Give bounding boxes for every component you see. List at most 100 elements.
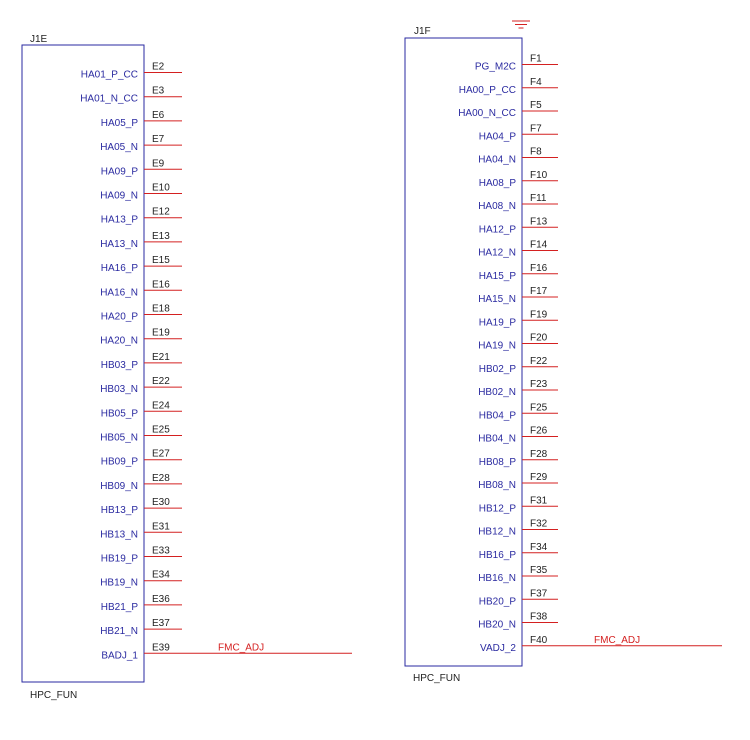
j1f-pin-name-f32: HB12_N [478,527,516,538]
connector-j1e: J1E E2 HA01_P_CC E3 HA01_N_CC E6 HA05_P E7 HA05… [21,34,352,701]
j1f-pin-name-f31: HB12_P [479,503,517,514]
j1f-pin-number-f25: F25 [530,402,548,413]
j1e-pin-number-e15: E15 [152,255,170,266]
j1e-pin-name-e28: HB09_N [100,481,138,492]
j1e-pin-number-e30: E30 [152,497,170,508]
j1e-pin-number-e13: E13 [152,231,170,242]
j1f-pins: F1 PG_M2C F4 HA00_P_CC F5 HA00_N_CC F7 HA04_P F8… [458,54,722,654]
j1e-pin-name-e34: HB19_N [100,578,138,589]
j1e-pin-name-e21: HB03_P [101,360,139,371]
j1e-pin-name-e39: BADJ_1 [101,650,138,661]
j1f-pin-name-f22: HB02_P [479,364,517,375]
j1f-pin-number-f5: F5 [530,100,542,111]
j1e-pin-name-e31: HB13_N [100,529,138,540]
j1f-pin-name-f10: HA08_P [479,178,517,189]
j1e-pin-name-e25: HB05_N [100,433,138,444]
j1f-pin-number-f16: F16 [530,263,548,274]
j1f-pin-name-f17: HA15_N [478,294,516,305]
j1e-pin-number-e36: E36 [152,594,170,605]
j1f-pin-number-f13: F13 [530,216,548,227]
j1f-pin-name-f34: HB16_P [479,550,517,561]
j1e-net-label: FMC_ADJ [218,642,264,653]
j1e-pin-number-e28: E28 [152,473,170,484]
j1f-pin-number-f19: F19 [530,309,548,320]
j1e-pin-name-e30: HB13_P [101,505,139,516]
j1e-pin-number-e39: E39 [152,642,170,653]
j1f-pin-number-f38: F38 [530,612,548,623]
j1e-pin-name-e16: HA16_N [100,287,138,298]
j1e-pin-number-e16: E16 [152,279,170,290]
j1f-pin-number-f14: F14 [530,240,548,251]
j1f-pin-name-f13: HA12_P [479,224,517,235]
j1f-pin-number-f37: F37 [530,588,548,599]
j1e-pin-number-e21: E21 [152,352,170,363]
j1f-pin-name-f11: HA08_N [478,201,516,212]
j1f-pin-name-f23: HB02_N [478,387,516,398]
j1f-body [404,37,523,667]
j1e-pin-name-e18: HA20_P [101,312,139,323]
j1f-pin-name-f29: HB08_N [478,480,516,491]
ground-symbol-icon [512,20,530,29]
j1e-pin-number-e27: E27 [152,449,170,460]
j1f-pin-number-f40: F40 [530,635,548,646]
j1e-pin-name-e12: HA13_P [101,215,139,226]
j1e-pin-number-e7: E7 [152,134,165,145]
j1e-pin-name-e3: HA01_N_CC [80,94,138,105]
connector-j1f: J1F F1 PG_M2C F4 HA00_P_CC F5 HA00_N_CC F7 HA04… [404,20,722,684]
j1f-pin-number-f10: F10 [530,170,548,181]
j1e-pin-number-e25: E25 [152,425,170,436]
j1f-pin-number-f26: F26 [530,426,548,437]
j1f-pin-name-f35: HB16_N [478,573,516,584]
j1f-pin-number-f17: F17 [530,286,548,297]
j1e-footer-label: HPC_FUN [30,690,77,701]
j1f-pin-name-f14: HA12_N [478,248,516,259]
j1e-pin-name-e15: HA16_P [101,263,139,274]
j1e-pin-name-e19: HA20_N [100,336,138,347]
j1e-pin-number-e9: E9 [152,158,165,169]
j1e-pin-number-e34: E34 [152,570,170,581]
j1f-pin-name-f19: HA19_P [479,317,517,328]
j1f-pin-number-f1: F1 [530,54,542,65]
j1f-pin-name-f28: HB08_P [479,457,517,468]
j1e-pin-number-e19: E19 [152,328,170,339]
j1f-pin-number-f23: F23 [530,379,548,390]
j1f-pin-number-f35: F35 [530,565,548,576]
j1e-pin-number-e10: E10 [152,183,170,194]
j1f-pin-name-f8: HA04_N [478,155,516,166]
j1f-pin-name-f26: HB04_N [478,434,516,445]
j1f-pin-number-f28: F28 [530,449,548,460]
j1f-pin-number-f32: F32 [530,519,548,530]
j1e-pin-name-e33: HB19_P [101,554,139,565]
j1f-ref-label: J1F [414,26,431,37]
j1e-pin-name-e36: HB21_P [101,602,139,613]
j1f-pin-name-f5: HA00_N_CC [458,108,516,119]
j1f-pin-name-f7: HA04_P [479,131,517,142]
j1f-net-label: FMC_ADJ [594,635,640,646]
j1e-pin-name-e9: HA09_P [101,166,139,177]
j1f-pin-name-f40: VADJ_2 [480,643,516,654]
j1e-pin-number-e6: E6 [152,110,165,121]
j1e-pin-number-e18: E18 [152,304,170,315]
j1f-pin-number-f20: F20 [530,333,548,344]
j1f-pin-name-f38: HB20_N [478,620,516,631]
j1f-pin-number-f34: F34 [530,542,548,553]
j1f-pin-number-f8: F8 [530,147,542,158]
j1f-pin-number-f22: F22 [530,356,548,367]
j1e-pin-name-e22: HB03_N [100,384,138,395]
j1f-pin-name-f4: HA00_P_CC [459,85,516,96]
j1f-pin-name-f37: HB20_P [479,596,517,607]
j1e-pin-name-e37: HB21_N [100,626,138,637]
j1f-pin-number-f4: F4 [530,77,542,88]
j1e-pin-name-e10: HA09_N [100,191,138,202]
j1f-pin-number-f29: F29 [530,472,548,483]
j1e-pin-name-e27: HB09_P [101,457,139,468]
j1e-pin-name-e7: HA05_N [100,142,138,153]
j1e-pin-name-e24: HB05_P [101,408,139,419]
j1e-pin-number-e33: E33 [152,546,170,557]
j1e-ref-label: J1E [30,34,48,45]
j1e-pin-number-e31: E31 [152,521,170,532]
j1e-pin-number-e24: E24 [152,400,170,411]
j1f-pin-name-f20: HA19_N [478,341,516,352]
j1e-body [21,44,145,683]
